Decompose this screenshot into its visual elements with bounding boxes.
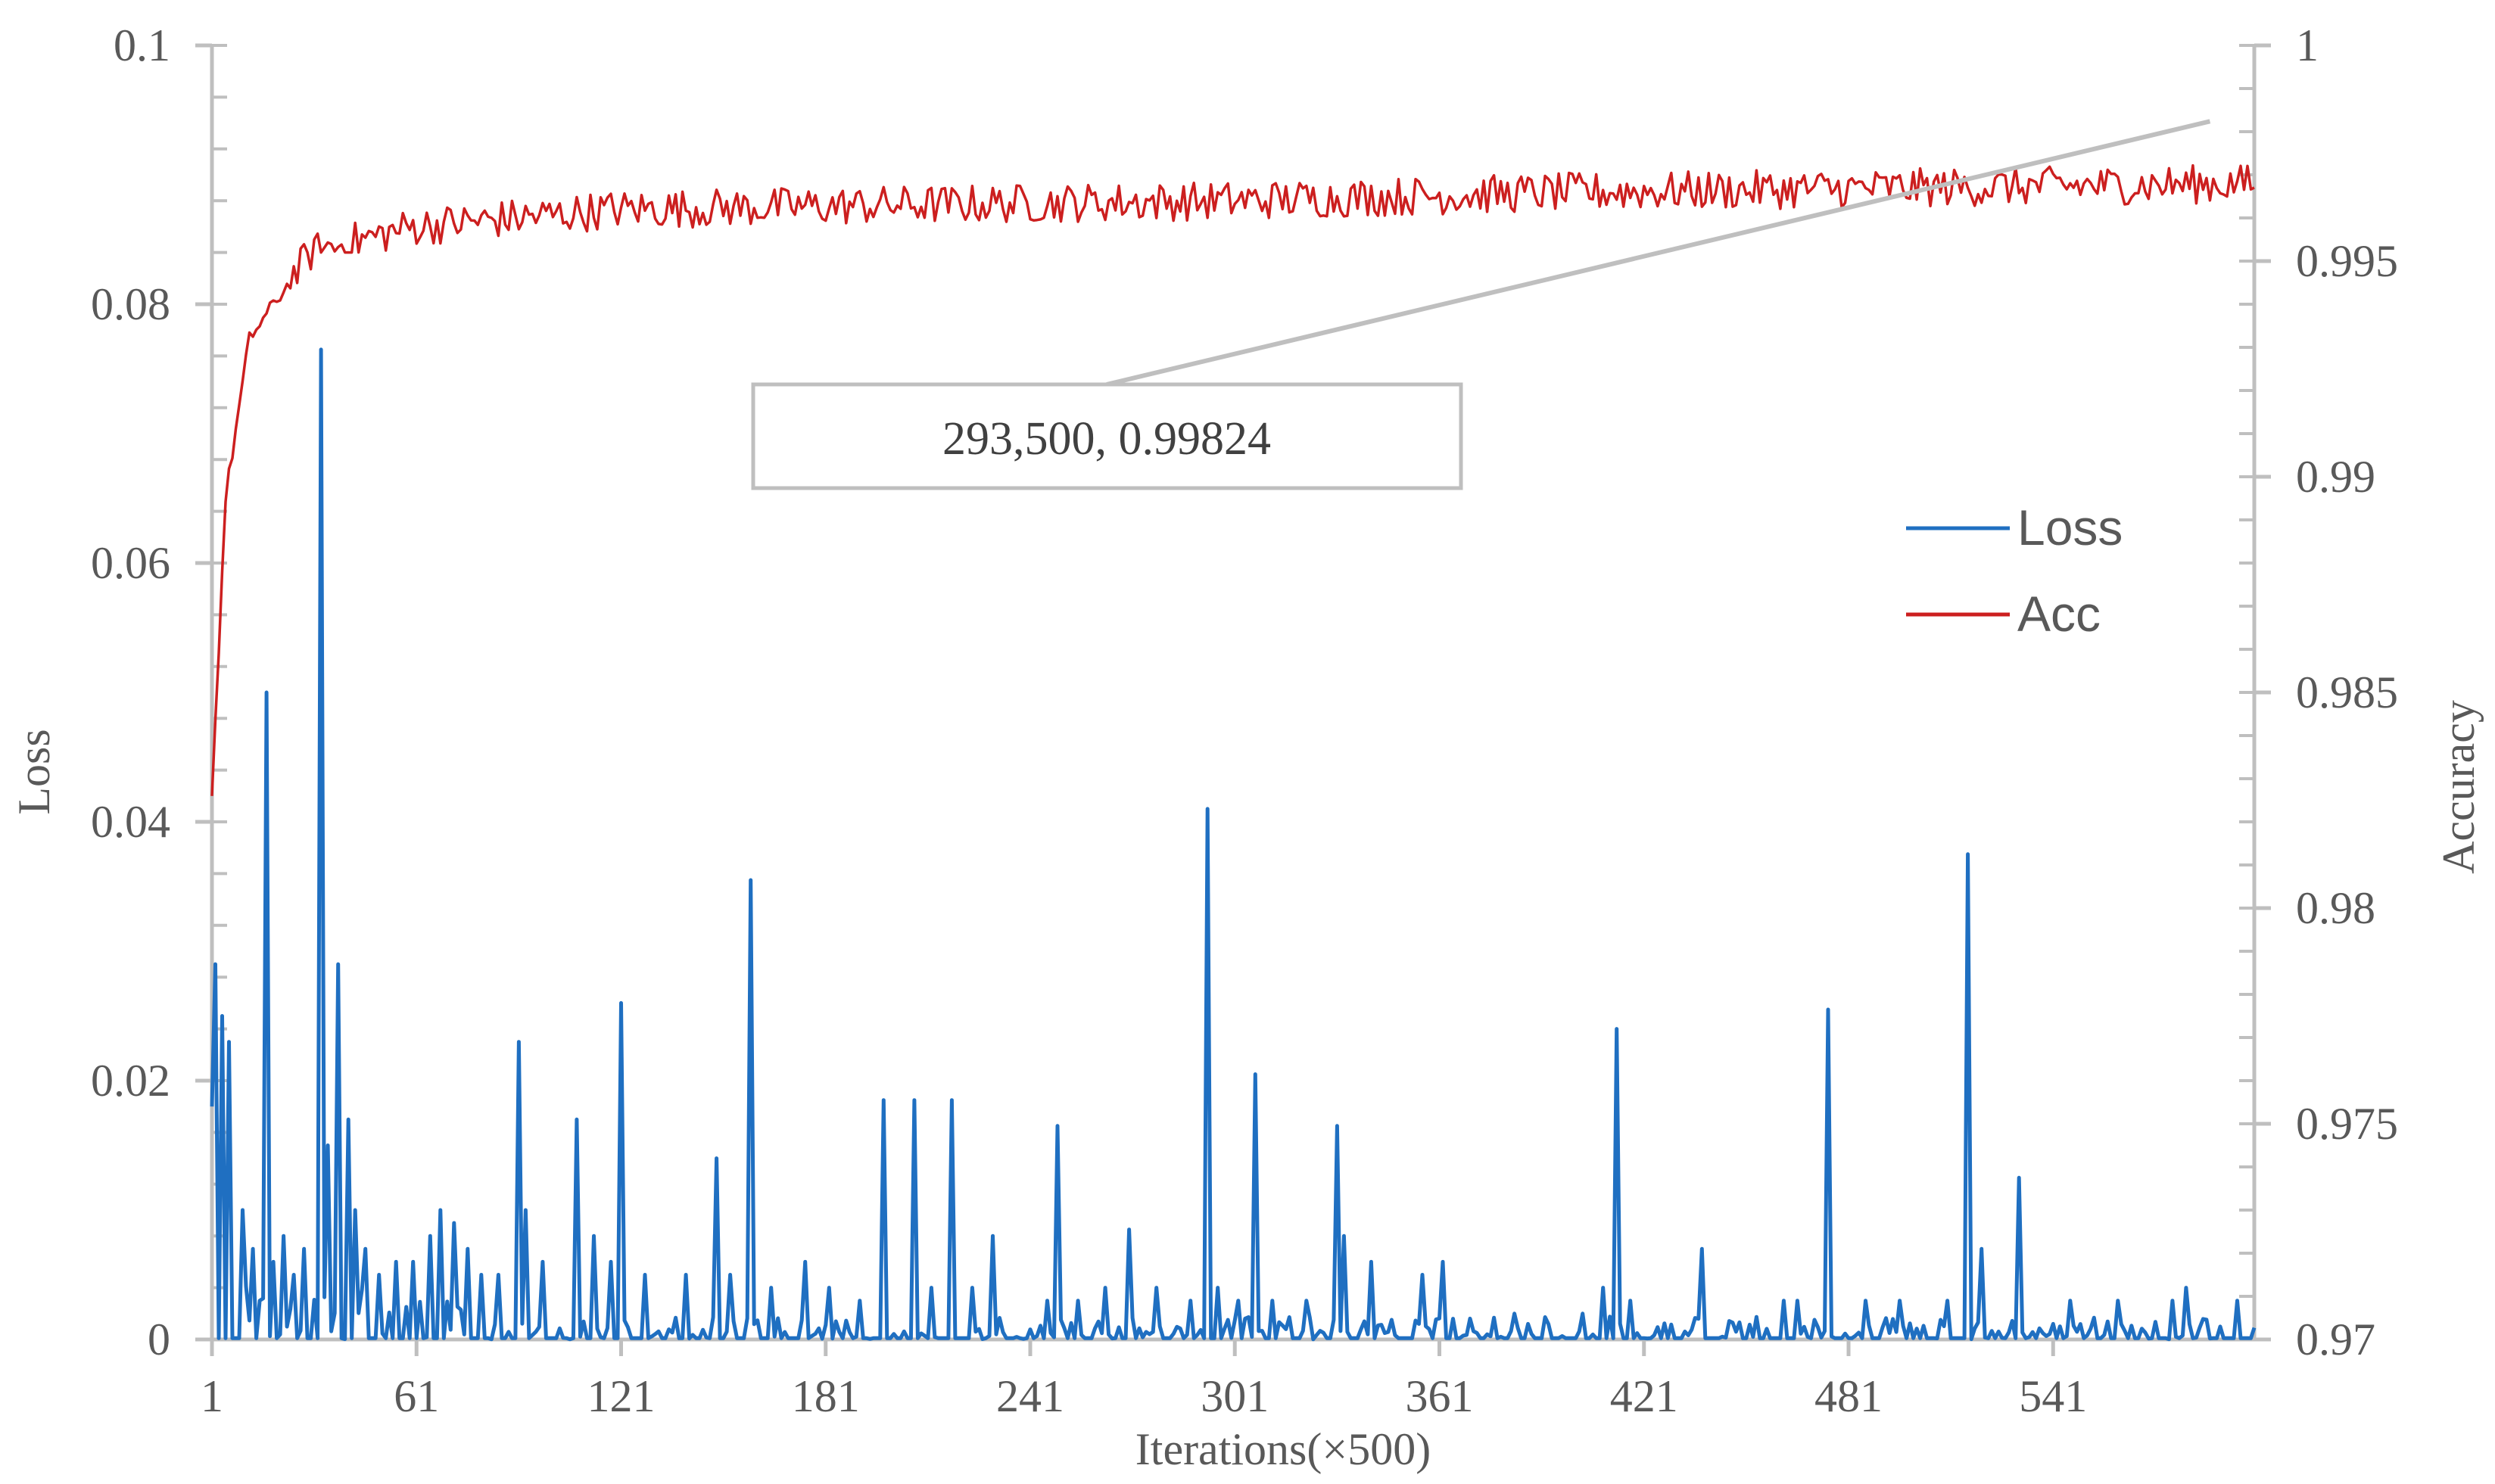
loss-line xyxy=(210,347,2257,1342)
y-left-tick-label: 0.08 xyxy=(91,279,170,329)
y-left-axis-title: Loss xyxy=(9,729,59,814)
y-right-axis-title: Accuracy xyxy=(2434,700,2484,874)
x-tick-label: 61 xyxy=(394,1371,439,1421)
y-right-tick-label: 0.975 xyxy=(2296,1099,2398,1149)
callout-box xyxy=(751,382,1463,490)
x-axis-title: Iterations(×500) xyxy=(1135,1424,1431,1474)
callout-leader-line xyxy=(1106,119,2211,387)
y-left-tick-label: 0.04 xyxy=(91,797,170,847)
y-left-tick-label: 0.02 xyxy=(91,1056,170,1106)
loss-series xyxy=(210,347,2257,1342)
x-tick-label: 541 xyxy=(2019,1371,2087,1421)
y-left-tick-label: 0.06 xyxy=(91,538,170,588)
x-tick-label: 301 xyxy=(1201,1371,1269,1421)
x-tick-label: 421 xyxy=(1610,1371,1678,1421)
x-tick-label: 1 xyxy=(201,1371,223,1421)
x-tick-label: 121 xyxy=(587,1371,656,1421)
acc-series xyxy=(210,163,2255,796)
y-right-tick-label: 0.995 xyxy=(2296,236,2398,286)
y-right-tick-label: 1 xyxy=(2296,20,2319,70)
y-right-tick-label: 0.97 xyxy=(2296,1314,2375,1364)
callout-label: 293,500, 0.99824 xyxy=(942,413,1271,465)
y-right-tick-label: 0.985 xyxy=(2296,667,2398,717)
legend-loss-label: Loss xyxy=(2017,499,2123,555)
legend: Loss Acc xyxy=(1906,499,2123,642)
axes-layer: 0 0.02 0.04 0.06 0.08 0.1 0.97 0.975 0.98 0.985 0.… xyxy=(91,20,2398,1421)
acc-line xyxy=(210,163,2255,796)
callout: 293,500, 0.99824 xyxy=(751,119,2211,490)
x-tick-label: 241 xyxy=(996,1371,1064,1421)
x-tick-label: 481 xyxy=(1814,1371,1883,1421)
y-left-tick-label: 0.1 xyxy=(114,20,170,70)
x-tick-label: 181 xyxy=(792,1371,860,1421)
y-right-tick-label: 0.98 xyxy=(2296,883,2375,933)
y-right-tick-label: 0.99 xyxy=(2296,452,2375,502)
x-tick-label: 361 xyxy=(1406,1371,1474,1421)
legend-acc-label: Acc xyxy=(2017,586,2101,642)
y-left-tick-label: 0 xyxy=(148,1314,170,1364)
